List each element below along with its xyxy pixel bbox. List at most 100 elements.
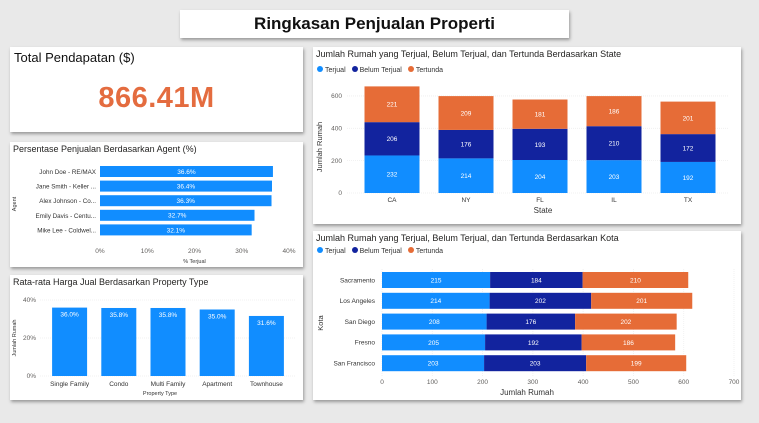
state-bar-label: 206 xyxy=(387,136,398,143)
ptype-bar-label: 35.8% xyxy=(159,312,178,319)
state-category-label: NY xyxy=(461,197,471,204)
legend-dot-icon xyxy=(317,247,323,253)
legend-item-belum-terjual[interactable]: Belum Terjual xyxy=(351,247,402,255)
agent-bar xyxy=(100,209,255,221)
city-chart-legend[interactable]: Terjual Belum Terjual Tertunda xyxy=(317,247,447,255)
x-tick-label: 10% xyxy=(141,248,154,255)
agent-sales-chart[interactable]: Persentase Penjualan Berdasarkan Agent (… xyxy=(10,142,303,267)
state-bar-label: 172 xyxy=(683,145,694,152)
state-bar-segment xyxy=(512,160,568,193)
y-axis-title: Kota xyxy=(316,314,325,330)
y-tick-label: 20% xyxy=(23,335,36,342)
agent-chart-title: Persentase Penjualan Berdasarkan Agent (… xyxy=(13,144,197,154)
agent-bar-label: 32.7% xyxy=(168,213,187,220)
ptype-category-label: Single Family xyxy=(50,381,90,388)
legend-dot-icon xyxy=(317,66,323,72)
city-bar-segment xyxy=(382,334,486,351)
y-tick-label: 0% xyxy=(27,373,37,380)
state-bar-label: 221 xyxy=(387,102,398,109)
city-bar-segment xyxy=(484,355,587,372)
report-title-card: Ringkasan Penjualan Properti xyxy=(180,10,569,38)
city-bar-label: 186 xyxy=(623,340,634,347)
y-axis-title: Jumlah Rumah xyxy=(12,320,18,357)
state-bar-segment xyxy=(660,134,716,162)
city-bar-segment xyxy=(586,355,687,372)
state-chart-title: Jumlah Rumah yang Terjual, Belum Terjual… xyxy=(316,49,622,59)
x-tick-label: 300 xyxy=(527,379,538,386)
state-bar-segment xyxy=(438,158,494,193)
agent-category-label: Mike Lee - Coldwel... xyxy=(37,227,96,234)
state-bar-label: 181 xyxy=(535,112,546,119)
ptype-bar xyxy=(248,315,284,376)
city-category-label: Los Angeles xyxy=(340,298,376,305)
x-tick-label: 500 xyxy=(628,379,639,386)
agent-category-label: Alex Johnson - Co... xyxy=(39,198,96,205)
state-bar-label: 201 xyxy=(683,115,694,122)
city-bar-label: 192 xyxy=(528,340,539,347)
state-bar-segment xyxy=(586,126,642,161)
state-bar-label: 203 xyxy=(609,174,620,181)
city-bar-segment xyxy=(591,292,693,309)
city-category-label: Sacramento xyxy=(340,277,375,284)
legend-dot-icon xyxy=(351,247,358,253)
legend-item-tertunda[interactable]: Tertunda xyxy=(407,247,443,255)
agent-bar-label: 36.6% xyxy=(177,169,196,176)
state-chart-legend[interactable]: Terjual Belum Terjual Tertunda xyxy=(317,66,447,74)
agent-bar xyxy=(100,195,272,207)
x-axis-title: % Terjual xyxy=(183,259,206,265)
city-bar-label: 210 xyxy=(630,277,641,284)
x-tick-label: 600 xyxy=(678,379,689,386)
agent-bar xyxy=(100,180,272,192)
property-type-chart[interactable]: Rata-rata Harga Jual Berdasarkan Propert… xyxy=(10,275,303,400)
state-bar-label: 186 xyxy=(609,109,620,116)
state-category-label: CA xyxy=(387,197,397,204)
city-stacked-chart[interactable]: Jumlah Rumah yang Terjual, Belum Terjual… xyxy=(313,231,741,400)
agent-category-label: John Doe - RE/MAX xyxy=(39,169,96,176)
legend-item-terjual[interactable]: Terjual xyxy=(317,66,346,74)
agent-bar-label: 36.3% xyxy=(177,198,196,205)
x-tick-label: 100 xyxy=(427,379,438,386)
state-bar-segment xyxy=(660,101,716,135)
legend-dot-icon xyxy=(351,66,358,72)
ptype-bar-label: 31.6% xyxy=(257,320,276,327)
city-bar-label: 184 xyxy=(531,277,542,284)
kpi-value: 866.41M xyxy=(98,82,215,114)
state-bar-label: 209 xyxy=(461,110,472,117)
city-bar-label: 214 xyxy=(430,298,441,305)
state-bar-segment xyxy=(364,155,420,193)
report-title: Ringkasan Penjualan Properti xyxy=(254,14,495,33)
legend-item-tertunda[interactable]: Tertunda xyxy=(407,66,443,74)
x-tick-label: 700 xyxy=(729,379,740,386)
city-category-label: Fresno xyxy=(355,340,376,347)
x-tick-label: 20% xyxy=(188,248,201,255)
state-bar-segment xyxy=(586,160,642,193)
city-bar-segment xyxy=(489,292,592,309)
state-bar-label: 210 xyxy=(609,141,620,148)
ptype-chart-title: Rata-rata Harga Jual Berdasarkan Propert… xyxy=(13,277,209,287)
kpi-label: Total Pendapatan ($) xyxy=(14,50,135,65)
city-chart-title: Jumlah Rumah yang Terjual, Belum Terjual… xyxy=(316,233,619,243)
agent-category-label: Jane Smith - Keller ... xyxy=(36,184,96,191)
total-revenue-card[interactable]: Total Pendapatan ($) 866.41M xyxy=(10,47,303,132)
y-tick-label: 600 xyxy=(331,93,342,100)
legend-item-terjual[interactable]: Terjual xyxy=(317,247,346,255)
state-category-label: IL xyxy=(611,197,617,204)
x-axis-title: State xyxy=(534,206,553,215)
state-stacked-chart[interactable]: Jumlah Rumah yang Terjual, Belum Terjual… xyxy=(313,47,741,224)
city-bar-label: 208 xyxy=(429,319,440,326)
city-bar-label: 205 xyxy=(428,340,439,347)
x-tick-label: 30% xyxy=(235,248,248,255)
city-bar-segment xyxy=(382,272,491,288)
city-bar-label: 202 xyxy=(535,298,546,305)
x-tick-label: 400 xyxy=(578,379,589,386)
ptype-bar-label: 36.0% xyxy=(60,312,79,319)
state-bar-label: 193 xyxy=(535,142,546,149)
agent-bar xyxy=(100,166,273,177)
x-axis-title: Property Type xyxy=(143,391,177,397)
state-chart-plot: 0 200 400 600 232 206 221 CA 214 176 209 NY 204 193 18… xyxy=(315,86,728,215)
ptype-bar-label: 35.8% xyxy=(110,312,129,319)
legend-item-belum-terjual[interactable]: Belum Terjual xyxy=(351,66,402,74)
city-bar-segment xyxy=(490,272,583,288)
legend-dot-icon xyxy=(407,247,414,253)
ptype-category-label: Apartment xyxy=(202,381,232,388)
